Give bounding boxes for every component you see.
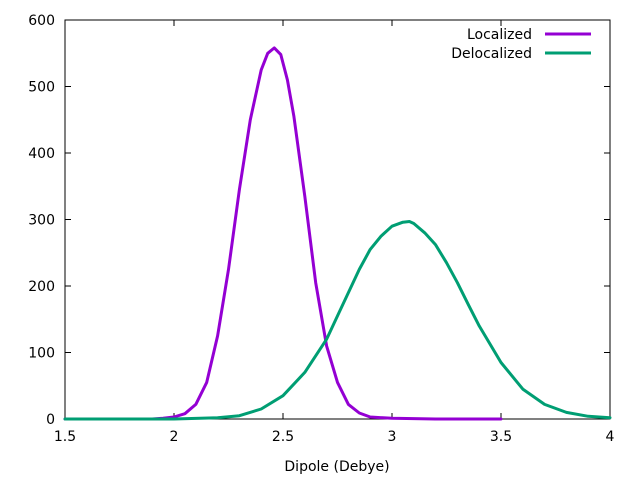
y-tick-label: 400 (28, 146, 55, 162)
y-tick-label: 200 (28, 279, 55, 295)
x-axis-title: Dipole (Debye) (284, 459, 389, 475)
axes: 1.5 2 2.5 3 3.5 4 0 100 200 300 400 500 600 (28, 13, 614, 445)
y-tick-label: 500 (28, 80, 55, 96)
series-line-delocalized (63, 220, 612, 421)
plot-area (63, 46, 612, 421)
legend: Localized Delocalized (451, 27, 591, 62)
y-tick-label: 600 (28, 13, 55, 29)
y-tick-label: 0 (46, 412, 55, 428)
legend-label: Localized (467, 27, 532, 43)
y-tick-label: 100 (28, 346, 55, 362)
x-tick-label: 3 (388, 429, 397, 445)
series-line-localized (63, 46, 503, 421)
legend-label: Delocalized (451, 46, 532, 62)
x-tick-label: 2.5 (272, 429, 294, 445)
x-tick-label: 1.5 (54, 429, 76, 445)
x-tick-label: 4 (606, 429, 615, 445)
x-tick-label: 2 (170, 429, 179, 445)
x-tick-label: 3.5 (490, 429, 512, 445)
y-tick-label: 300 (28, 213, 55, 229)
plot-frame (64, 19, 611, 420)
